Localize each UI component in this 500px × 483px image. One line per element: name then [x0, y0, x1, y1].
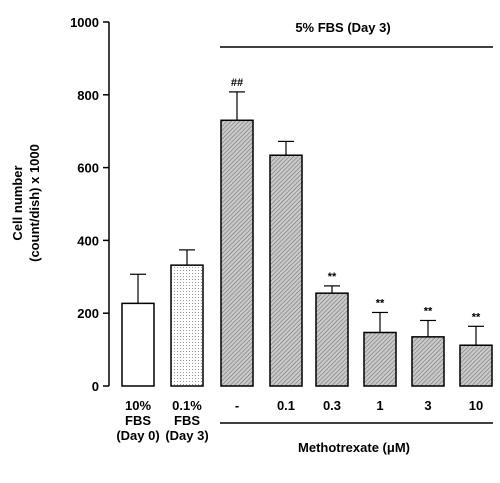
significance-label: **	[376, 297, 385, 309]
bar	[315, 292, 349, 387]
bar	[411, 336, 445, 387]
bar	[220, 119, 254, 387]
bar	[269, 154, 303, 387]
bar	[121, 302, 155, 387]
x-tick-label: FBS	[125, 413, 151, 428]
x-tick-label: 3	[424, 398, 431, 413]
x-tick-label: 0.3	[323, 398, 341, 413]
y-axis-title-line1: Cell number	[10, 165, 25, 240]
bar	[170, 264, 204, 387]
x-tick-label: FBS	[174, 413, 200, 428]
x-tick-label: 0.1%	[172, 398, 202, 413]
bar	[459, 344, 493, 387]
x-axis-labels: 10%FBS(Day 0)0.1%FBS(Day 3)- 0.1 0.3 1 3 10	[116, 398, 483, 443]
x-tick-label: (Day 3)	[165, 428, 208, 443]
group-label: 5% FBS (Day 3)	[295, 20, 390, 35]
y-axis: 0 200 400 600 800 1000	[70, 15, 110, 394]
x-tick-label: (Day 0)	[116, 428, 159, 443]
x-tick-label: -	[235, 398, 239, 413]
y-axis-title-line2: (count/dish) x 1000	[27, 144, 42, 262]
significance-label: **	[472, 311, 481, 323]
significance-label: ##	[231, 77, 243, 89]
x-tick-label: 10	[469, 398, 483, 413]
significance-label: **	[328, 271, 337, 283]
y-tick-label: 200	[77, 306, 99, 321]
y-tick-label: 800	[77, 88, 99, 103]
x-tick-label: 10%	[125, 398, 151, 413]
y-tick-label: 400	[77, 233, 99, 248]
bars: ## ** ** ** **	[121, 77, 493, 387]
significance-label: **	[424, 305, 433, 317]
x-axis-title: Methotrexate (μM)	[298, 440, 410, 455]
y-tick-label: 1000	[70, 15, 99, 30]
y-tick-label: 0	[92, 379, 99, 394]
x-tick-label: 0.1	[277, 398, 295, 413]
x-tick-label: 1	[376, 398, 383, 413]
y-tick-label: 600	[77, 161, 99, 176]
bar	[363, 331, 397, 387]
